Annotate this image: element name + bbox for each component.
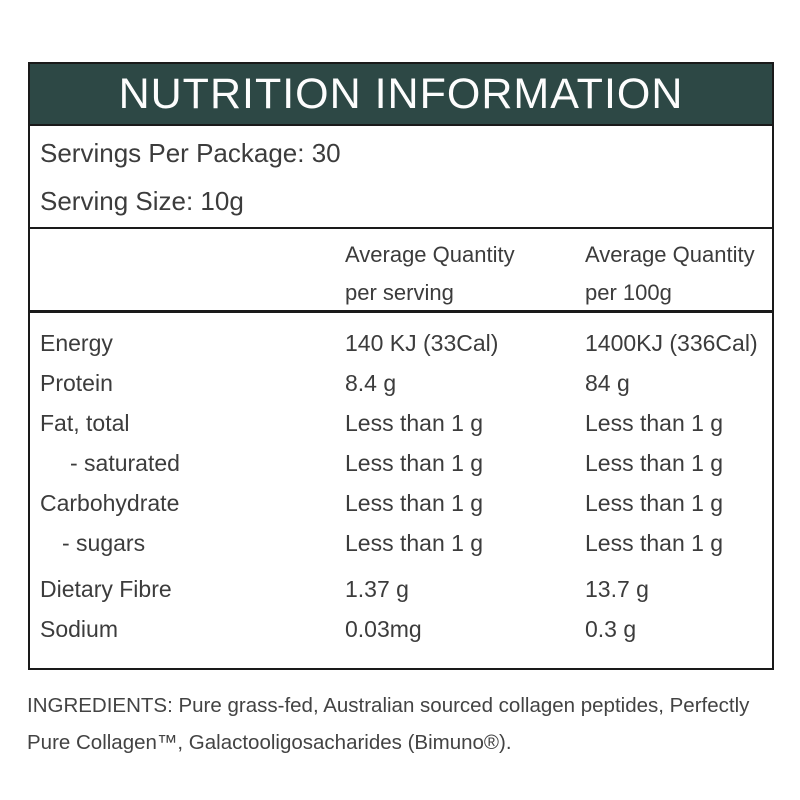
ingredients-text: INGREDIENTS: Pure grass-fed, Australian … xyxy=(27,694,750,754)
nutrient-label: - saturated xyxy=(70,449,180,476)
table-row-carbohydrate: Carbohydrate Less than 1 g Less than 1 g xyxy=(30,483,772,523)
value-per-serving: 8.4 g xyxy=(345,369,397,396)
column-header-per-serving-line1: Average Quantity xyxy=(345,242,515,267)
value-per-serving: Less than 1 g xyxy=(345,529,484,556)
value-per-100g: Less than 1 g xyxy=(585,409,724,436)
nutrient-label: Carbohydrate xyxy=(40,489,180,516)
column-header-spacer xyxy=(30,236,345,312)
value-per-serving: Less than 1 g xyxy=(345,449,484,476)
value-per-100g: Less than 1 g xyxy=(585,449,724,476)
serving-size: Serving Size: 10g xyxy=(40,185,244,216)
value-per-100g: Less than 1 g xyxy=(585,489,724,516)
table-row-dietary-fibre: Dietary Fibre 1.37 g 13.7 g xyxy=(30,569,772,609)
servings-per-package: Servings Per Package: 30 xyxy=(40,137,341,168)
value-per-serving: Less than 1 g xyxy=(345,409,484,436)
nutrient-table-body: Energy 140 KJ (33Cal) 1400KJ (336Cal) Pr… xyxy=(30,313,772,649)
table-row-fat-total: Fat, total Less than 1 g Less than 1 g xyxy=(30,403,772,443)
package-info-section: Servings Per Package: 30 Serving Size: 1… xyxy=(30,126,772,229)
table-row-sodium: Sodium 0.03mg 0.3 g xyxy=(30,609,772,649)
nutrient-label: Protein xyxy=(40,369,113,396)
value-per-serving: 1.37 g xyxy=(345,575,409,602)
value-per-100g: 13.7 g xyxy=(585,575,649,602)
table-row-fat-saturated: - saturated Less than 1 g Less than 1 g xyxy=(30,443,772,483)
column-header-per-serving-line2: per serving xyxy=(345,280,454,305)
value-per-100g: 84 g xyxy=(585,369,630,396)
title-bar: NUTRITION INFORMATION xyxy=(30,64,772,126)
nutrient-label: Energy xyxy=(40,329,113,356)
column-header-per-100g-line1: Average Quantity xyxy=(585,242,755,267)
value-per-serving: Less than 1 g xyxy=(345,489,484,516)
column-header-per-100g-line2: per 100g xyxy=(585,280,672,305)
nutrient-label: Fat, total xyxy=(40,409,130,436)
table-row-energy: Energy 140 KJ (33Cal) 1400KJ (336Cal) xyxy=(30,323,772,363)
column-header-per-serving: Average Quantity per serving xyxy=(345,236,585,312)
page-title: NUTRITION INFORMATION xyxy=(118,69,684,118)
value-per-serving: 140 KJ (33Cal) xyxy=(345,329,499,356)
table-row-protein: Protein 8.4 g 84 g xyxy=(30,363,772,403)
nutrient-label: - sugars xyxy=(62,529,146,556)
table-column-headers: Average Quantity per serving Average Qua… xyxy=(30,229,772,313)
value-per-100g: 1400KJ (336Cal) xyxy=(585,329,758,356)
value-per-100g: 0.3 g xyxy=(585,615,637,642)
nutrition-label-panel: NUTRITION INFORMATION Servings Per Packa… xyxy=(28,62,774,670)
value-per-serving: 0.03mg xyxy=(345,615,422,642)
column-header-per-100g: Average Quantity per 100g xyxy=(585,236,772,312)
nutrient-label: Sodium xyxy=(40,615,118,642)
table-row-sugars: - sugars Less than 1 g Less than 1 g xyxy=(30,523,772,563)
nutrient-label: Dietary Fibre xyxy=(40,575,172,602)
value-per-100g: Less than 1 g xyxy=(585,529,724,556)
